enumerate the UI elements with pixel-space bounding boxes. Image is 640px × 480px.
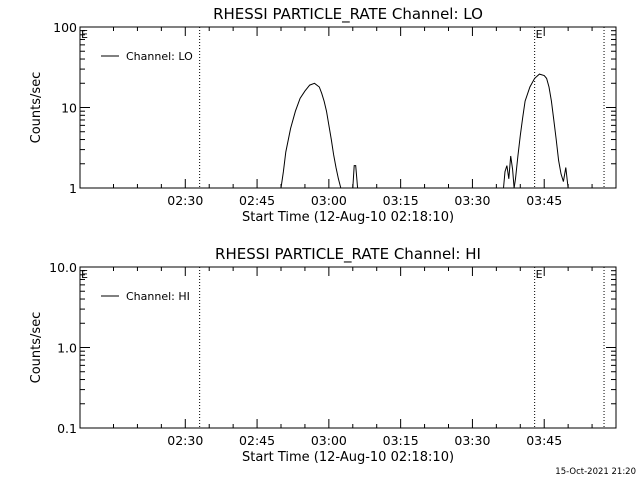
- chart-hi-x-tick-label: 02:30: [167, 433, 203, 448]
- chart-lo-x-axis-label: Start Time (12-Aug-10 02:18:10): [242, 210, 454, 225]
- chart-hi-x-tick-label: 03:45: [526, 433, 562, 448]
- chart-lo-series-line: [503, 155, 515, 189]
- chart-hi-y-tick-label: 10.0: [49, 260, 77, 275]
- chart-lo-y-axis-label: Counts/sec: [29, 72, 44, 144]
- chart-lo: RHESSI PARTICLE_RATE Channel: LO 02:30 02:…: [29, 5, 617, 225]
- chart-hi-x-tick-label: 02:45: [239, 433, 275, 448]
- chart-hi-event-marker: E: [81, 268, 88, 281]
- chart-lo-series-line: [280, 82, 346, 189]
- chart-lo-y-tick-label: 10: [61, 101, 77, 116]
- chart-hi-y-tick-label: 1.0: [57, 341, 77, 356]
- chart-lo-event-marker: E: [536, 28, 543, 41]
- chart-hi-event-marker: E: [536, 268, 543, 281]
- footer-timestamp: 15-Oct-2021 21:20: [555, 467, 636, 477]
- chart-lo-y-tick-label: 1: [69, 181, 77, 196]
- chart-hi-y-axis-label: Counts/sec: [29, 312, 44, 384]
- chart-hi-x-axis-label: Start Time (12-Aug-10 02:18:10): [242, 450, 454, 465]
- chart-hi-title: RHESSI PARTICLE_RATE Channel: HI: [215, 245, 481, 264]
- chart-lo-x-tick-label: 03:15: [383, 193, 419, 208]
- chart-lo-legend-label: Channel: LO: [126, 50, 193, 63]
- chart-hi: RHESSI PARTICLE_RATE Channel: HI 02:30 02:…: [29, 245, 617, 465]
- chart-lo-x-tick-label: 02:30: [167, 193, 203, 208]
- chart-hi-legend-label: Channel: HI: [126, 290, 190, 303]
- chart-lo-series-line: [513, 73, 569, 189]
- chart-lo-series-line: [352, 165, 359, 189]
- chart-hi-x-tick-label: 03:15: [383, 433, 419, 448]
- chart-lo-title: RHESSI PARTICLE_RATE Channel: LO: [213, 5, 483, 24]
- chart-hi-x-tick-label: 03:00: [311, 433, 347, 448]
- chart-hi-y-tick-label: 0.1: [57, 421, 77, 436]
- chart-lo-event-marker: E: [81, 28, 88, 41]
- chart-lo-x-tick-label: 02:45: [239, 193, 275, 208]
- chart-lo-y-tick-label: 100: [53, 20, 77, 35]
- chart-lo-x-tick-label: 03:00: [311, 193, 347, 208]
- chart-lo-x-tick-label: 03:30: [454, 193, 490, 208]
- chart-lo-x-tick-label: 03:45: [526, 193, 562, 208]
- chart-hi-x-tick-label: 03:30: [454, 433, 490, 448]
